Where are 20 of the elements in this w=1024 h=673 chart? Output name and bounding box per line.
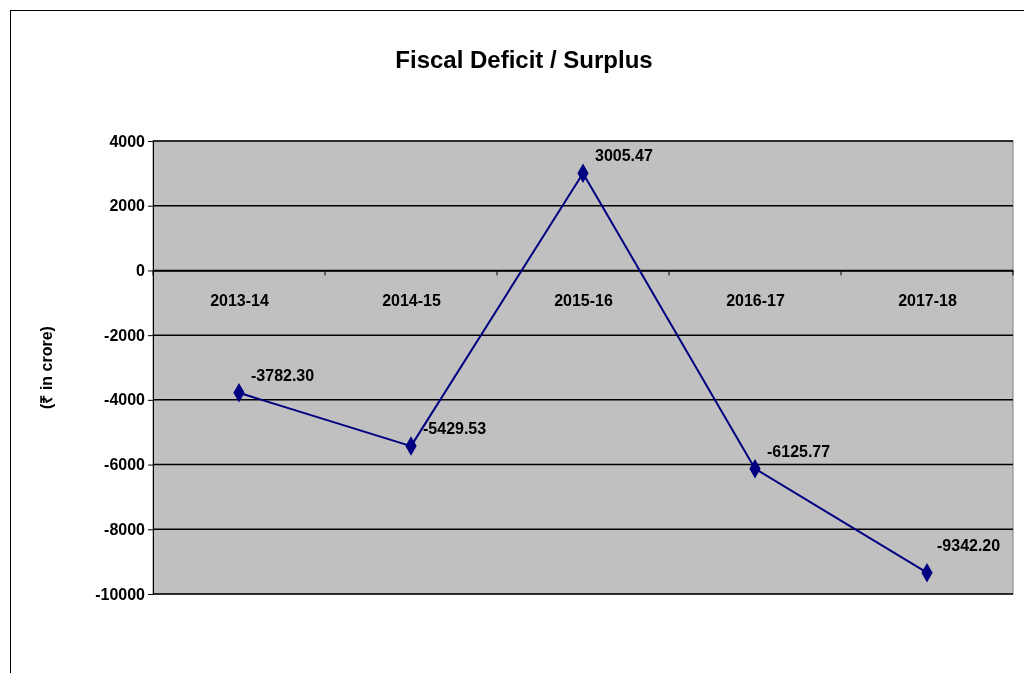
y-tick-label: -10000 [95, 585, 146, 603]
x-tick-label: 2014-15 [382, 291, 441, 309]
y-tick-label: -4000 [104, 391, 146, 409]
chart-title: Fiscal Deficit / Surplus [395, 46, 653, 73]
data-label: -5429.53 [423, 420, 487, 438]
x-tick-label: 2013-14 [210, 291, 269, 309]
x-tick-label: 2015-16 [554, 291, 613, 309]
y-tick-label: -6000 [104, 456, 146, 474]
x-tick-label: 2016-17 [726, 291, 785, 309]
data-label: -3782.30 [251, 366, 315, 384]
data-label: 3005.47 [595, 147, 653, 165]
y-tick-label: 4000 [109, 132, 146, 150]
x-tick-label: 2017-18 [898, 291, 957, 309]
data-label: -9342.20 [937, 536, 1001, 554]
y-axis-title: (₹ in crore) [38, 326, 55, 409]
y-tick-label: -2000 [104, 326, 146, 344]
y-tick-label: 0 [136, 262, 146, 280]
y-tick-label: 2000 [109, 197, 146, 215]
y-tick-label: -8000 [104, 520, 146, 538]
data-label: -6125.77 [767, 442, 831, 460]
